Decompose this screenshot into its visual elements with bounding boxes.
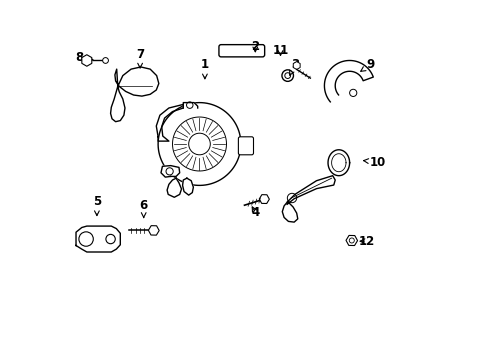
Polygon shape: [182, 178, 193, 195]
Text: 1: 1: [201, 58, 208, 79]
FancyBboxPatch shape: [238, 137, 253, 155]
Polygon shape: [115, 67, 159, 96]
Polygon shape: [286, 176, 335, 204]
Polygon shape: [158, 103, 241, 185]
Polygon shape: [76, 226, 120, 252]
Text: 3: 3: [289, 58, 298, 75]
Polygon shape: [183, 103, 197, 108]
Text: 9: 9: [360, 58, 374, 71]
Circle shape: [188, 133, 210, 155]
Text: 5: 5: [93, 195, 101, 216]
Text: 12: 12: [358, 235, 374, 248]
Text: 10: 10: [363, 156, 385, 168]
Polygon shape: [282, 202, 297, 222]
Text: 2: 2: [251, 40, 259, 53]
Circle shape: [102, 58, 108, 63]
Text: 8: 8: [75, 51, 93, 64]
Circle shape: [282, 70, 293, 81]
Polygon shape: [110, 86, 125, 122]
Text: 6: 6: [139, 199, 147, 218]
Polygon shape: [324, 60, 372, 102]
Text: 4: 4: [251, 206, 259, 219]
Polygon shape: [167, 178, 181, 197]
Polygon shape: [327, 150, 349, 176]
Text: 7: 7: [136, 48, 144, 68]
Polygon shape: [156, 104, 183, 141]
Polygon shape: [161, 166, 179, 177]
Text: 11: 11: [272, 44, 288, 57]
FancyBboxPatch shape: [219, 45, 264, 57]
